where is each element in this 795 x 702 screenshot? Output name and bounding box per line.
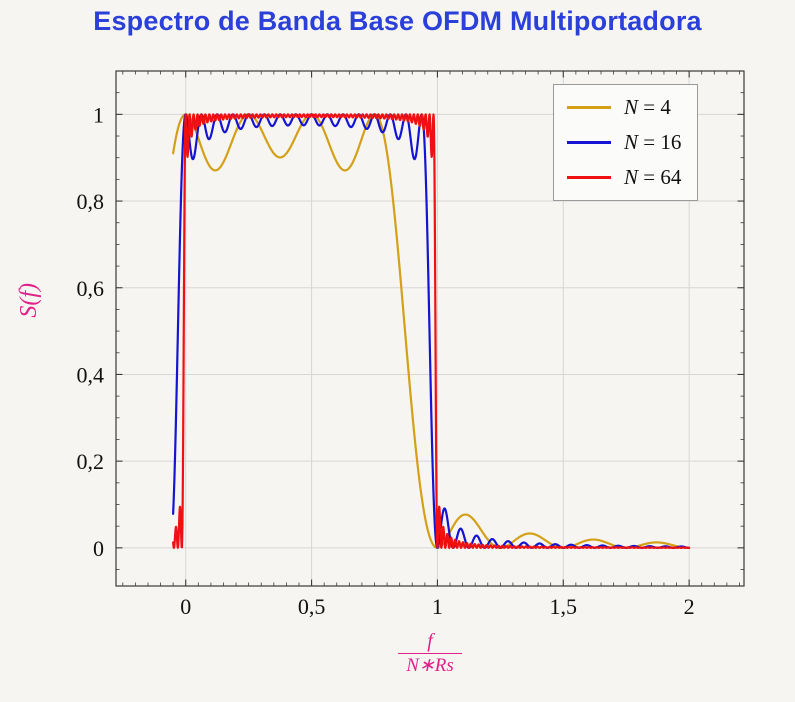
chart-title: Espectro de Banda Base OFDM Multiportado… — [93, 6, 702, 36]
y-tick-label: 0,8 — [77, 189, 105, 214]
x-tick-label: 0 — [180, 594, 191, 619]
legend-line-swatch — [567, 176, 611, 179]
y-tick-label: 0 — [93, 536, 104, 561]
legend-line-swatch — [567, 141, 611, 144]
legend-item: N = 4 — [567, 95, 681, 120]
y-tick-label: 1 — [93, 102, 104, 127]
legend-item: N = 16 — [567, 130, 681, 155]
y-axis-label: S(f) — [16, 283, 42, 318]
legend: N = 4 N = 16 N = 64 — [553, 84, 699, 201]
x-tick-label: 2 — [684, 594, 695, 619]
legend-label: N = 64 — [624, 165, 682, 189]
legend-label: N = 4 — [624, 95, 671, 119]
y-tick-label: 0,2 — [77, 449, 105, 474]
x-axis-label: f N∗Rs — [116, 630, 744, 677]
legend-item: N = 64 — [567, 165, 681, 190]
x-label-numerator: f — [427, 630, 433, 652]
x-tick-label: 1 — [432, 594, 443, 619]
x-tick-label: 1,5 — [550, 594, 578, 619]
legend-line-swatch — [567, 106, 611, 109]
y-tick-label: 0,4 — [77, 362, 105, 387]
series-curve-N=64 — [172, 113, 691, 549]
series-curve-N=16 — [172, 113, 691, 549]
legend-label: N = 16 — [624, 130, 682, 154]
y-tick-label: 0,6 — [77, 276, 105, 301]
plot-frame — [115, 70, 745, 587]
x-tick-label: 0,5 — [298, 594, 326, 619]
x-label-denominator: N∗Rs — [398, 653, 462, 677]
x-axis-label-fraction: f N∗Rs — [398, 630, 462, 677]
